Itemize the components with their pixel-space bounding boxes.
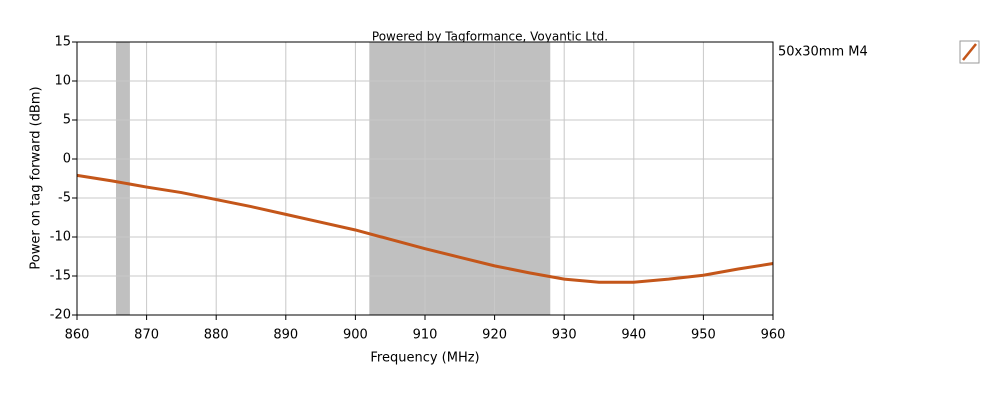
chart-title: Powered by Tagformance, Voyantic Ltd. bbox=[372, 30, 608, 44]
legend-swatch bbox=[962, 43, 977, 61]
x-tick-label: 920 bbox=[482, 328, 507, 343]
y-tick-label: -15 bbox=[50, 269, 71, 284]
x-tick-label: 860 bbox=[65, 328, 90, 343]
x-tick-label: 890 bbox=[273, 328, 298, 343]
x-tick-label: 900 bbox=[343, 328, 368, 343]
shaded-band bbox=[369, 42, 551, 315]
x-tick-label: 880 bbox=[204, 328, 229, 343]
x-axis-label: Frequency (MHz) bbox=[370, 351, 479, 366]
y-tick-label: 10 bbox=[54, 74, 71, 89]
data-line bbox=[76, 173, 774, 284]
y-tick-label: 0 bbox=[63, 152, 71, 167]
axes: -20 -15 -10 -5 0 5 10 15 860 870 880 890 900 910 920 93… bbox=[50, 35, 786, 343]
x-tick-label: 960 bbox=[761, 328, 786, 343]
y-tick-label: -20 bbox=[50, 308, 71, 323]
y-tick-label: 15 bbox=[54, 35, 71, 50]
marks bbox=[76, 173, 774, 284]
x-tick-label: 940 bbox=[621, 328, 646, 343]
x-tick-label: 870 bbox=[134, 328, 159, 343]
x-tick-label: 930 bbox=[552, 328, 577, 343]
x-tick-label: 950 bbox=[691, 328, 716, 343]
y-axis-label: Power on tag forward (dBm) bbox=[29, 86, 44, 269]
grid bbox=[76, 41, 774, 316]
legend-label: 50x30mm M4 bbox=[778, 45, 868, 60]
bands bbox=[115, 42, 551, 315]
y-tick-label: 5 bbox=[63, 113, 71, 128]
y-tick-label: -5 bbox=[58, 191, 71, 206]
shaded-band bbox=[115, 42, 130, 315]
plot-frame bbox=[76, 41, 774, 316]
x-tick-label: 910 bbox=[413, 328, 438, 343]
y-tick-label: -10 bbox=[50, 230, 71, 245]
